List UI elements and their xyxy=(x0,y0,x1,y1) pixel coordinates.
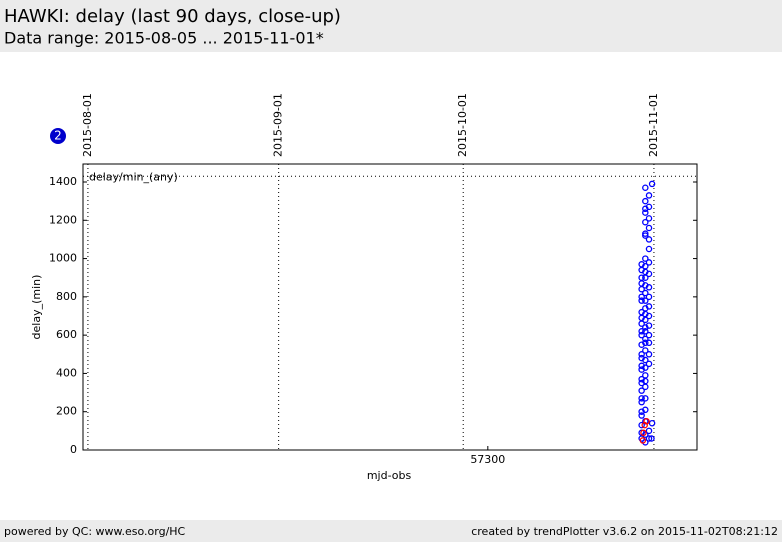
point xyxy=(645,351,653,358)
badge-circle xyxy=(50,128,66,144)
point xyxy=(639,437,647,444)
point xyxy=(642,335,649,343)
point xyxy=(645,215,653,222)
point xyxy=(643,418,650,425)
subtitle: Data range: 2015-08-05 ... 2015-11-01* xyxy=(4,29,324,48)
point xyxy=(638,331,645,339)
point xyxy=(638,395,645,402)
point xyxy=(645,339,653,347)
point xyxy=(642,218,649,226)
point xyxy=(642,184,649,191)
point xyxy=(645,259,653,266)
date-tick-label: 2015-10-01 xyxy=(456,93,469,157)
point xyxy=(642,328,649,335)
point xyxy=(638,297,645,304)
point xyxy=(645,331,653,339)
y-tick-label: 800 xyxy=(56,290,77,303)
point xyxy=(642,347,649,354)
y-tick-label: 400 xyxy=(56,366,77,379)
plot-frame xyxy=(82,163,698,451)
point xyxy=(645,284,653,291)
point xyxy=(642,395,649,402)
point xyxy=(645,270,653,278)
point xyxy=(642,364,649,371)
y-tick-label: 1000 xyxy=(49,252,77,265)
header-band xyxy=(0,0,782,52)
date-tick-label: 2015-08-01 xyxy=(81,93,94,157)
badge: 2 xyxy=(54,129,62,143)
point xyxy=(642,197,649,205)
point xyxy=(645,322,653,329)
y-tick-label: 0 xyxy=(70,443,77,456)
point xyxy=(642,339,649,347)
point xyxy=(645,427,653,435)
point xyxy=(640,429,647,437)
date-tick-label: 2015-09-01 xyxy=(272,93,285,157)
point xyxy=(642,230,649,237)
point xyxy=(645,224,653,232)
y-tick-label: 1400 xyxy=(49,175,77,188)
point xyxy=(645,360,653,368)
threshold-label: delay/min_(any) xyxy=(89,170,178,183)
point xyxy=(642,289,649,297)
footer-right: created by trendPlotter v3.6.2 on 2015-1… xyxy=(471,525,778,538)
point xyxy=(648,180,656,188)
point xyxy=(645,203,653,211)
title: HAWKI: delay (last 90 days, close-up) xyxy=(4,6,341,27)
point xyxy=(648,419,656,427)
point xyxy=(648,435,655,442)
point xyxy=(638,293,645,301)
point xyxy=(638,421,645,429)
date-tick-label: 2015-11-01 xyxy=(647,93,660,157)
y-tick-label: 1200 xyxy=(49,213,77,226)
point xyxy=(645,312,653,320)
point xyxy=(638,351,645,358)
x-tick-label: 57300 xyxy=(470,453,505,466)
point xyxy=(638,328,645,335)
point xyxy=(638,274,645,281)
point xyxy=(638,398,645,406)
point xyxy=(638,387,645,394)
y-tick-label: 600 xyxy=(56,328,77,341)
y-axis-label: delay_(min) xyxy=(30,275,43,340)
point xyxy=(645,293,653,301)
point xyxy=(642,372,649,379)
footer-band xyxy=(0,520,782,542)
point xyxy=(638,412,645,419)
point xyxy=(645,435,653,442)
point xyxy=(642,262,649,270)
point xyxy=(642,255,649,262)
point xyxy=(642,297,649,304)
point xyxy=(642,209,649,216)
footer-left: powered by QC: www.eso.org/HC xyxy=(4,525,186,538)
x-axis-label: mjd-obs xyxy=(367,469,412,482)
point xyxy=(645,245,653,253)
point xyxy=(645,303,653,310)
y-tick-label: 200 xyxy=(56,405,77,418)
point xyxy=(642,406,649,414)
point xyxy=(645,236,653,243)
point xyxy=(642,356,649,364)
point xyxy=(642,383,649,391)
point xyxy=(645,192,653,199)
